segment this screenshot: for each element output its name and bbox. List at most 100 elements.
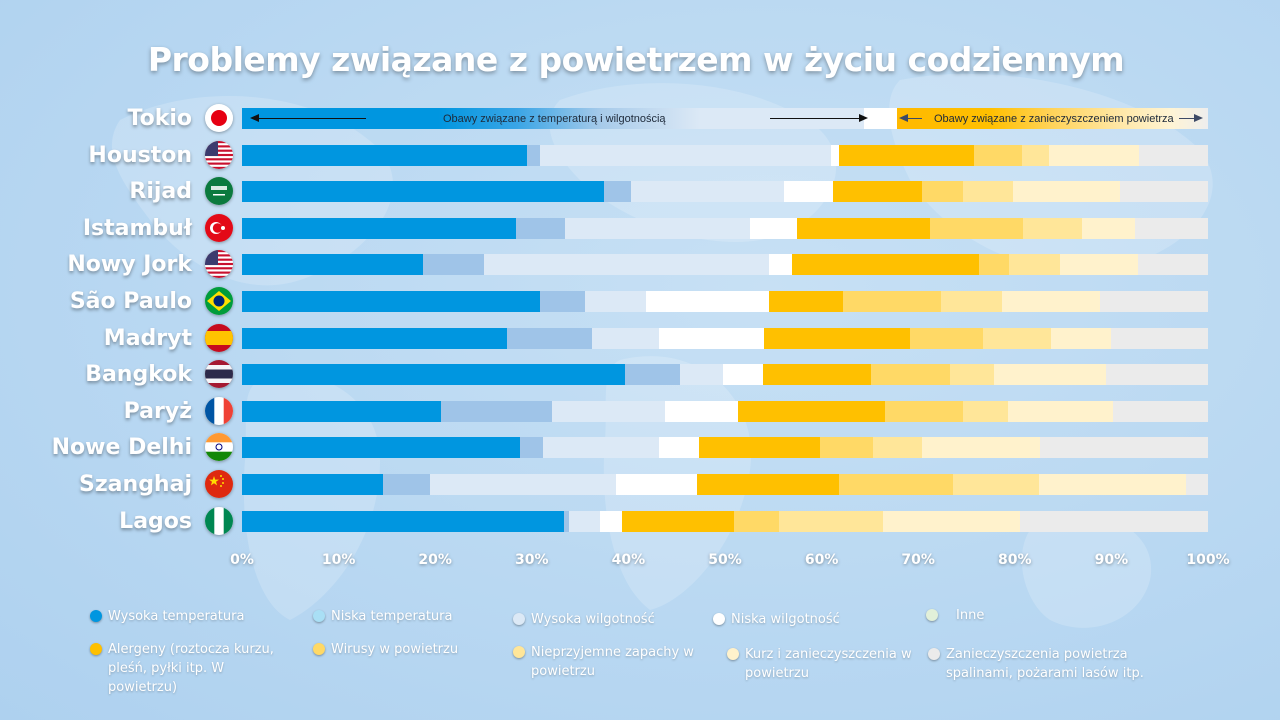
bar-segment bbox=[941, 291, 1003, 312]
bar-row bbox=[242, 144, 1209, 166]
bar-segment bbox=[982, 327, 1052, 349]
legend-label: Zanieczyszczenia powietrza spalinami, po… bbox=[946, 647, 1144, 681]
legend-item: Inne bbox=[926, 606, 1046, 625]
row-label: Lagos bbox=[119, 508, 192, 534]
row-label: Bangkok bbox=[85, 362, 192, 388]
bar-segment bbox=[974, 144, 1023, 166]
bar-row bbox=[242, 254, 1209, 276]
row-label: Houston bbox=[88, 142, 192, 168]
arrow-line bbox=[256, 118, 366, 119]
bar-segment bbox=[1139, 144, 1209, 166]
bar-segment bbox=[734, 510, 780, 532]
bar-segment bbox=[737, 400, 886, 422]
bar-segment bbox=[872, 437, 923, 459]
row-label: Szanghaj bbox=[79, 472, 192, 497]
bar-segment bbox=[564, 510, 570, 532]
bar-segment bbox=[242, 254, 424, 276]
bar-segment bbox=[569, 510, 601, 532]
bar-segment bbox=[922, 437, 1041, 459]
annotation-air-pollution: Obawy związane z zanieczyszczeniem powie… bbox=[897, 108, 1208, 129]
bar-segment bbox=[604, 181, 632, 203]
legend-item: Alergeny (roztocza kurzu, pleśń, pyłki i… bbox=[90, 640, 280, 697]
bar-segment bbox=[1012, 181, 1121, 203]
row-label: Paryż bbox=[123, 398, 192, 424]
china-flag-icon bbox=[205, 470, 233, 498]
row-label: Tokio bbox=[127, 106, 193, 131]
bar-segment bbox=[242, 364, 626, 386]
arrow-line bbox=[906, 118, 922, 119]
bar-segment bbox=[1111, 327, 1209, 349]
bar-segment bbox=[564, 217, 751, 239]
bar-segment bbox=[242, 474, 384, 495]
bar-segment bbox=[842, 291, 942, 312]
bar-segment bbox=[1002, 291, 1101, 312]
bar-segment bbox=[242, 217, 517, 239]
bar-segment bbox=[763, 327, 911, 349]
bar-segment bbox=[665, 400, 739, 422]
row-label: Madryt bbox=[103, 325, 192, 351]
arrow-right-icon bbox=[859, 114, 868, 122]
x-tick-label: 100% bbox=[1186, 552, 1230, 568]
bar-segment bbox=[1019, 510, 1209, 532]
bar-segment bbox=[242, 437, 521, 459]
bar-row bbox=[242, 217, 1209, 239]
bar-segment bbox=[383, 474, 431, 495]
bar-row bbox=[242, 400, 1209, 422]
legend-label: Wysoka temperatura bbox=[108, 609, 245, 624]
bar-segment bbox=[769, 254, 793, 276]
bar-segment bbox=[591, 327, 660, 349]
bar-segment bbox=[778, 510, 884, 532]
bar-row bbox=[242, 291, 1209, 312]
bar-segment bbox=[679, 364, 724, 386]
legend-swatch-icon bbox=[513, 646, 525, 658]
x-tick-label: 40% bbox=[611, 552, 646, 568]
bar-segment bbox=[870, 364, 951, 386]
bar-segment bbox=[791, 254, 980, 276]
bar-segment bbox=[929, 217, 1024, 239]
bar-segment bbox=[506, 327, 593, 349]
usa-flag-icon bbox=[205, 140, 233, 169]
bar-segment bbox=[520, 437, 544, 459]
bar-segment bbox=[962, 181, 1014, 203]
legend-item: Niska temperatura bbox=[313, 607, 493, 626]
arrow-line bbox=[770, 118, 860, 119]
bar-segment bbox=[645, 291, 770, 312]
bar-segment bbox=[1008, 400, 1114, 422]
x-tick-label: 0% bbox=[230, 552, 254, 568]
x-tick-label: 70% bbox=[901, 552, 935, 568]
bar-segment bbox=[962, 400, 1009, 422]
bar-segment bbox=[698, 437, 821, 459]
legend-item: Nieprzyjemne zapachy w powietrzu bbox=[513, 643, 703, 681]
bar-segment bbox=[1134, 217, 1209, 239]
legend-swatch-icon bbox=[90, 610, 102, 622]
legend-item: Niska wilgotność bbox=[713, 610, 893, 629]
row-label: Istambuł bbox=[82, 215, 192, 241]
annotation-highlight bbox=[242, 108, 897, 129]
legend-swatch-icon bbox=[926, 609, 938, 621]
x-tick-label: 50% bbox=[708, 552, 742, 568]
legend-swatch-icon bbox=[513, 613, 525, 625]
bar-segment bbox=[1021, 144, 1050, 166]
bar-segment bbox=[838, 474, 954, 495]
bar-segment bbox=[483, 254, 770, 276]
arrow-line bbox=[1179, 118, 1195, 119]
bar-segment bbox=[838, 144, 975, 166]
india-flag-icon bbox=[205, 433, 233, 462]
bar-segment bbox=[1060, 254, 1139, 276]
bar-segment bbox=[242, 400, 442, 422]
legend-swatch-icon bbox=[313, 643, 325, 655]
bar-segment bbox=[1185, 474, 1209, 495]
bar-segment bbox=[242, 327, 508, 349]
bar-segment bbox=[543, 437, 660, 459]
legend-item: Kurz i zanieczyszczenia w powietrzu bbox=[727, 645, 912, 683]
annotation-highlight bbox=[896, 108, 1208, 129]
bar-segment bbox=[615, 474, 698, 495]
bar-segment bbox=[624, 364, 681, 386]
bar-segment bbox=[1048, 144, 1140, 166]
row-label: Nowy Jork bbox=[67, 252, 192, 278]
x-tick-label: 80% bbox=[998, 552, 1032, 568]
bar-segment bbox=[1099, 291, 1209, 312]
bar-segment bbox=[242, 291, 541, 312]
chart-title: Problemy związane z powietrzem w życiu c… bbox=[147, 40, 1125, 79]
legend-item: Wirusy w powietrzu bbox=[313, 640, 493, 659]
